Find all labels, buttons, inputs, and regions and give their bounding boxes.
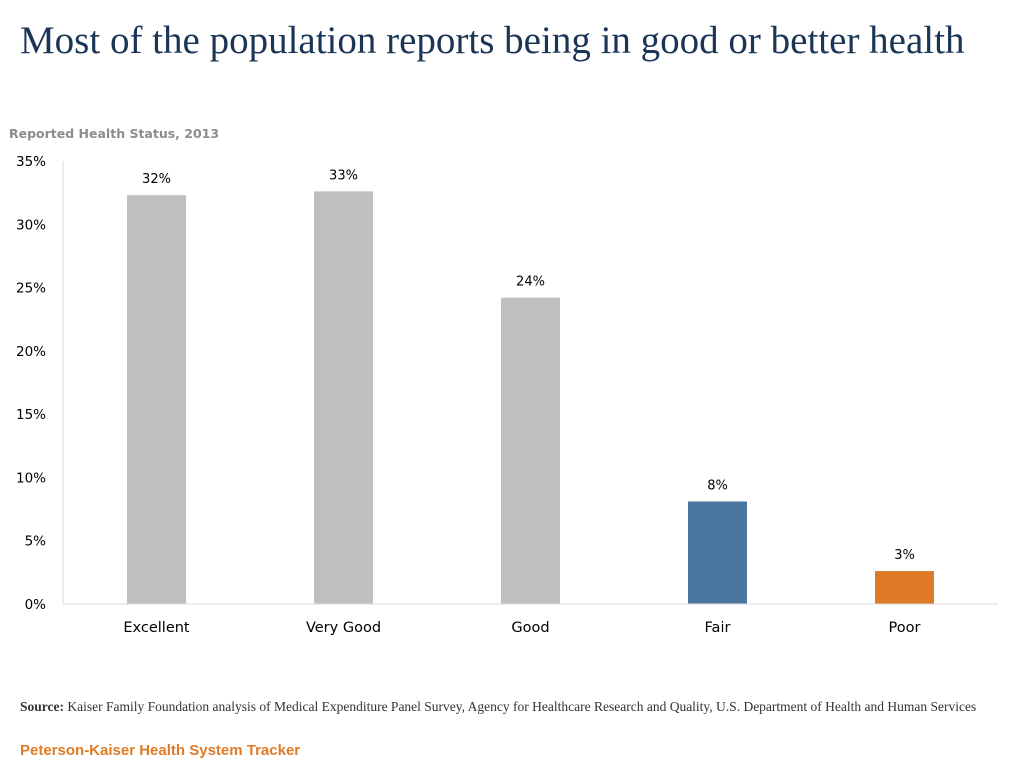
y-tick-label: 25% (16, 281, 46, 297)
source-note: Source: Kaiser Family Foundation analysi… (20, 698, 1010, 716)
bar-poor (875, 571, 934, 604)
data-label: 8% (707, 478, 728, 493)
x-category-label: Very Good (306, 620, 381, 636)
y-tick-label: 5% (25, 534, 47, 550)
y-tick-label: 20% (16, 344, 46, 360)
x-category-label: Excellent (123, 620, 190, 636)
y-tick-label: 10% (16, 470, 46, 486)
data-label: 33% (329, 168, 358, 183)
x-category-label: Poor (889, 620, 921, 636)
x-category-label: Good (511, 620, 549, 636)
chart-subtitle: Reported Health Status, 2013 (9, 126, 220, 141)
bar-good (501, 297, 560, 604)
x-category-label: Fair (705, 620, 731, 636)
brand-label: Peterson-Kaiser Health System Tracker (20, 742, 301, 759)
data-label: 3% (894, 548, 915, 563)
source-label: Source: (20, 699, 64, 714)
data-label: 24% (516, 275, 545, 290)
page-title: Most of the population reports being in … (20, 19, 965, 62)
bar-excellent (127, 195, 186, 604)
y-tick-label: 30% (16, 217, 46, 233)
data-label: 32% (142, 172, 171, 187)
y-tick-label: 0% (25, 597, 47, 613)
y-tick-label: 35% (16, 154, 46, 170)
bar-fair (688, 501, 747, 604)
bar-very-good (314, 191, 373, 604)
source-text: Kaiser Family Foundation analysis of Med… (67, 699, 977, 714)
y-tick-label: 15% (16, 407, 46, 423)
